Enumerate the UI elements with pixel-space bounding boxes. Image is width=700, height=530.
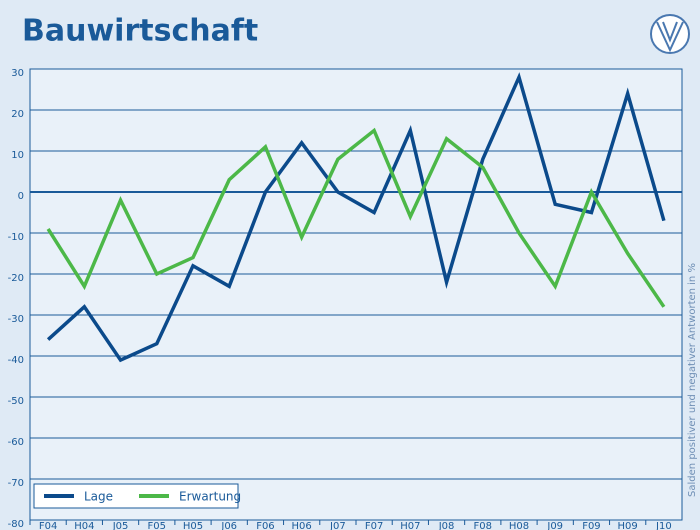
- x-tick-label: H06: [292, 521, 312, 530]
- y-tick-label: -20: [8, 273, 24, 284]
- plot-area: [29, 68, 683, 521]
- y-tick-label: -50: [8, 396, 24, 407]
- x-tick-label: F07: [365, 521, 383, 530]
- x-tick-label: F06: [256, 521, 274, 530]
- x-tick-label: F08: [474, 521, 492, 530]
- x-tick-label: F04: [39, 521, 57, 530]
- y-tick-label: 10: [11, 150, 24, 161]
- x-tick-label: H04: [74, 521, 94, 530]
- y-tick-label: -40: [8, 355, 24, 366]
- y-tick-label: -70: [8, 478, 24, 489]
- logo: [650, 14, 690, 54]
- y-tick-label: -60: [8, 437, 24, 448]
- x-tick-label: F09: [582, 521, 600, 530]
- legend-label: Erwartung: [179, 490, 241, 504]
- x-tick-label: H08: [509, 521, 529, 530]
- y-axis-label: Salden positiver und negativer Antworten…: [687, 263, 698, 497]
- line-series: [46, 72, 666, 363]
- line-series: [46, 127, 666, 308]
- x-tick-label: J06: [220, 521, 237, 530]
- x-tick-label: H07: [400, 521, 420, 530]
- x-tick-label: J10: [655, 521, 672, 530]
- y-tick-label: 0: [18, 191, 24, 202]
- y-tick-label: -10: [8, 232, 24, 243]
- y-tick-label: 20: [11, 109, 24, 120]
- y-tick-label: -30: [8, 314, 24, 325]
- x-tick-label: J05: [112, 521, 129, 530]
- x-tick-label: H05: [183, 521, 203, 530]
- chart-title: Bauwirtschaft: [22, 14, 258, 49]
- y-tick-label: -80: [8, 519, 24, 530]
- legend-label: Lage: [84, 490, 113, 504]
- x-tick-label: J07: [329, 521, 346, 530]
- x-tick-label: F05: [148, 521, 166, 530]
- x-tick-label: J09: [546, 521, 563, 530]
- x-tick-label: H09: [618, 521, 638, 530]
- x-tick-label: J08: [438, 521, 455, 530]
- y-tick-label: 30: [11, 68, 24, 79]
